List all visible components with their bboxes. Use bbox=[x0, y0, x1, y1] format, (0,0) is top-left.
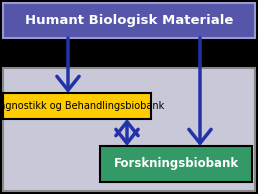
Bar bbox=[100, 146, 252, 182]
Bar bbox=[3, 93, 151, 119]
Bar bbox=[3, 3, 255, 38]
Text: Humant Biologisk Materiale: Humant Biologisk Materiale bbox=[25, 14, 233, 27]
Text: Forskningsbiobank: Forskningsbiobank bbox=[114, 158, 239, 171]
Text: Diagnostikk og Behandlingsbiobank: Diagnostikk og Behandlingsbiobank bbox=[0, 101, 165, 111]
Bar bbox=[3, 68, 255, 191]
